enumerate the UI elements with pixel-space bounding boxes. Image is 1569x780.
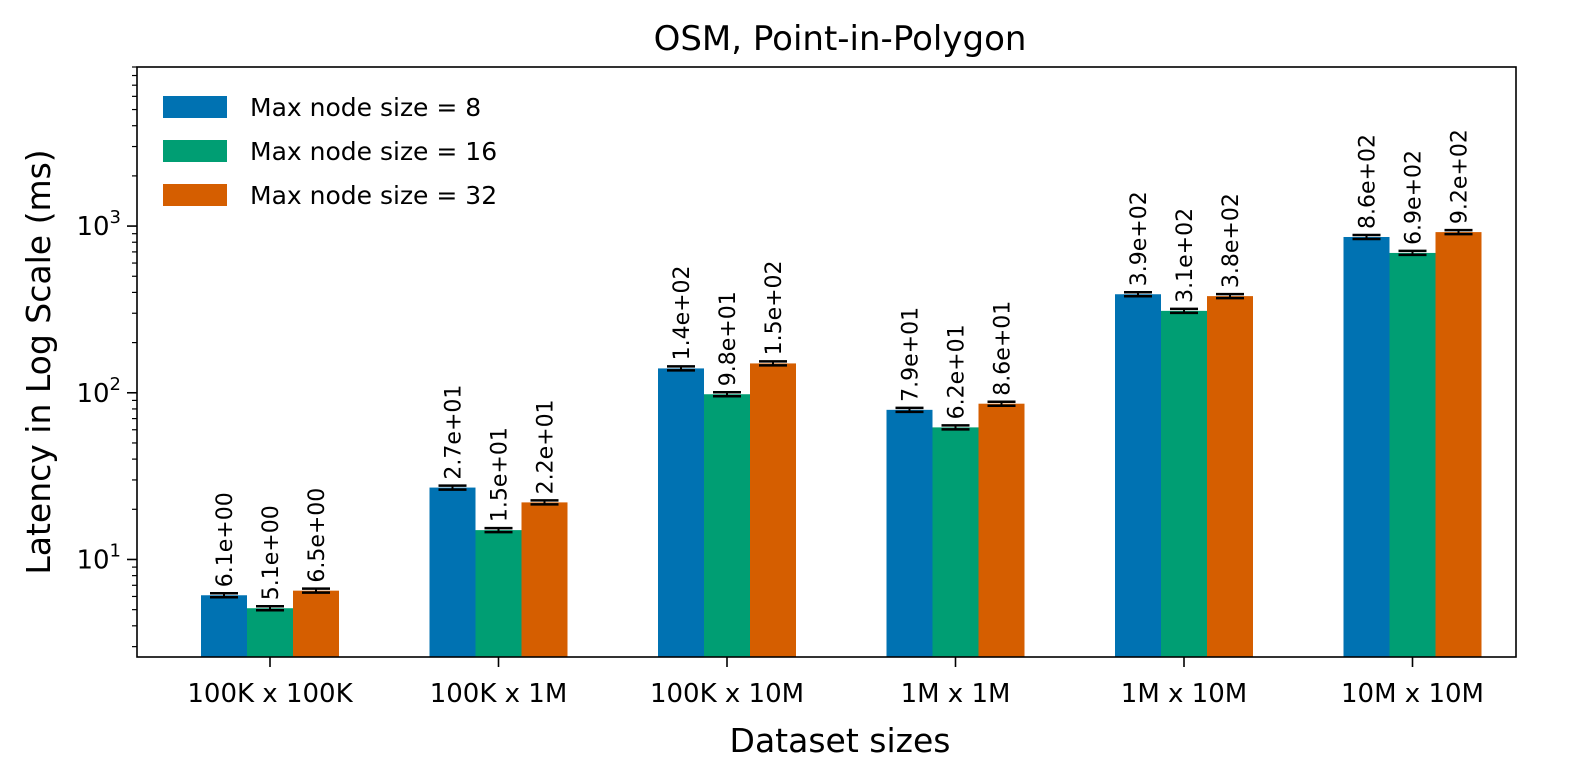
bar-s3-c3 <box>750 363 796 657</box>
y-tick-label: 101 <box>76 540 121 575</box>
bar-s2-c1 <box>247 608 293 657</box>
y-axis: 101 102 103 <box>76 66 137 648</box>
error-bar-s2-c4 <box>941 424 970 431</box>
bar-s1-c4 <box>886 409 933 657</box>
bar-s1-c1 <box>201 595 247 657</box>
bar-value-label: 7.9e+01 <box>899 307 924 402</box>
bar-value-label: 8.6e+02 <box>1356 134 1381 229</box>
bar-s3-c1 <box>293 590 339 657</box>
bar-value-label: 1.4e+02 <box>670 265 695 360</box>
bar-value-label: 6.2e+01 <box>945 324 970 419</box>
bar-value-label: 1.5e+01 <box>488 427 513 522</box>
error-bar-s1-c5 <box>1124 290 1152 298</box>
y-axis-label: Latency in Log Scale (ms) <box>19 149 58 574</box>
error-bar-s2-c3 <box>713 390 741 398</box>
plot-frame <box>136 66 1517 658</box>
x-tick-label: 100K x 1M <box>430 679 568 709</box>
legend-swatch <box>163 96 227 118</box>
x-tick-label: 10M x 10M <box>1341 679 1484 709</box>
x-axis: 100K x 100K 100K x 1M 100K x 10M 1M x 1M 1M … <box>187 657 1484 709</box>
error-bar-s3-c2 <box>530 499 559 506</box>
error-bar-s3-c5 <box>1216 292 1244 300</box>
bar-s3-c2 <box>521 502 568 657</box>
bar-value-label: 2.2e+01 <box>534 399 559 494</box>
bar-value-label: 6.1e+00 <box>213 492 238 587</box>
bar-value-label: 5.1e+00 <box>259 505 284 600</box>
error-bar-s3-c4 <box>987 400 1016 407</box>
bar-value-label: 9.2e+02 <box>1448 129 1473 224</box>
x-tick-label: 1M x 10M <box>1121 679 1247 709</box>
plot-area: 6.1e+00 2.7e+01 1.4e+02 7.9e+01 3.9e+02 8.6e+… <box>201 129 1482 657</box>
bar-s2-c2 <box>475 530 522 657</box>
x-tick-label: 1M x 1M <box>901 679 1011 709</box>
y-tick-label: 102 <box>76 374 121 409</box>
legend-swatch <box>163 140 227 162</box>
bar-s1-c2 <box>429 487 476 657</box>
bar-s2-c6 <box>1389 252 1436 657</box>
error-bar-s2-c6 <box>1398 249 1427 257</box>
bar-value-label: 2.7e+01 <box>442 385 467 480</box>
error-bar-s2-c5 <box>1170 307 1198 315</box>
bar-s1-c6 <box>1343 236 1390 657</box>
bar-s2-c4 <box>932 427 979 657</box>
bar-value-label: 3.8e+02 <box>1219 193 1244 288</box>
x-axis-label: Dataset sizes <box>730 721 951 760</box>
bar-s2-c3 <box>704 394 750 657</box>
bar-value-label: 6.5e+00 <box>305 488 330 583</box>
error-bar-s3-c3 <box>759 360 787 367</box>
bar-s3-c4 <box>978 403 1025 657</box>
bar-s1-c3 <box>658 368 704 657</box>
legend-label: Max node size = 8 <box>250 93 481 122</box>
error-bar-s3-c1 <box>302 587 330 594</box>
legend-label: Max node size = 32 <box>250 181 497 210</box>
error-bar-s1-c4 <box>895 406 924 414</box>
error-bar-s3-c6 <box>1444 228 1473 236</box>
x-tick-label: 100K x 10M <box>650 679 804 709</box>
error-bar-s1-c1 <box>210 592 238 599</box>
error-bar-s2-c1 <box>256 604 284 612</box>
x-tick-label: 100K x 100K <box>187 679 353 709</box>
bar-value-label: 3.1e+02 <box>1173 208 1198 303</box>
y-tick-label: 103 <box>76 207 121 242</box>
error-bar-s1-c2 <box>438 484 467 491</box>
legend-label: Max node size = 16 <box>250 137 497 166</box>
error-bar-s2-c2 <box>484 526 513 534</box>
bar-s1-c5 <box>1115 294 1161 657</box>
bar-value-label: 1.5e+02 <box>762 260 787 355</box>
legend: Max node size = 8 Max node size = 16 Max n… <box>163 93 497 210</box>
bar-value-label: 8.6e+01 <box>991 301 1016 396</box>
bar-value-label: 3.9e+02 <box>1127 191 1152 286</box>
error-bar-s1-c6 <box>1352 233 1381 241</box>
chart-title: OSM, Point-in-Polygon <box>654 19 1027 59</box>
bar-s3-c6 <box>1435 232 1482 657</box>
bar-s2-c5 <box>1161 310 1207 657</box>
bar-s3-c5 <box>1207 296 1253 657</box>
bar-value-label: 6.9e+02 <box>1402 150 1427 245</box>
error-bar-s1-c3 <box>667 365 695 372</box>
legend-swatch <box>163 184 227 206</box>
bar-value-label: 9.8e+01 <box>716 291 741 386</box>
